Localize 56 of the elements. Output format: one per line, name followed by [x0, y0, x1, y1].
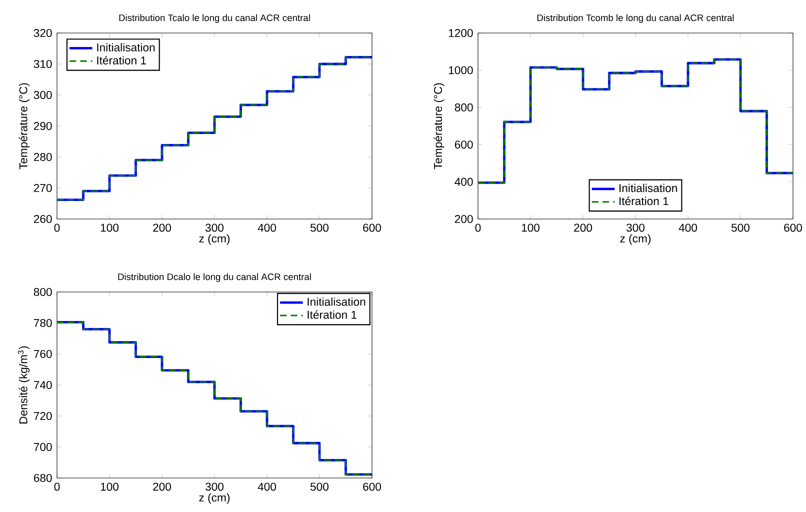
x-tick-label: 100	[100, 224, 119, 232]
y-tick-label: 320	[34, 29, 52, 38]
x-axis-title: z (cm)	[199, 234, 230, 245]
x-tick-label: 0	[54, 482, 60, 491]
x-tick-label: 500	[310, 224, 328, 232]
y-tick-label: 720	[34, 412, 52, 420]
y-tick-label: 260	[34, 215, 52, 224]
y-tick-label: 280	[34, 153, 52, 162]
x-tick-label: 300	[626, 224, 645, 232]
x-tick-label: 200	[153, 224, 172, 232]
y-tick-label: 310	[34, 60, 52, 68]
x-axis-title: z (cm)	[620, 234, 651, 245]
y-tick-label: 700	[34, 442, 52, 452]
x-tick-label: 100	[522, 224, 540, 232]
x-tick-label: 300	[205, 482, 224, 491]
x-tick-label: 400	[678, 224, 697, 232]
x-axis-title: z (cm)	[199, 493, 230, 504]
x-tick-label: 0	[475, 224, 481, 232]
x-tick-label: 500	[310, 482, 328, 491]
x-tick-label: 0	[54, 224, 60, 232]
y-tick-label: 760	[34, 350, 52, 358]
y-tick-label: 600	[454, 140, 473, 149]
x-tick-label: 500	[732, 224, 750, 232]
y-tick-label: 400	[454, 178, 473, 186]
y-tick-label: 800	[454, 103, 473, 112]
chart-title: Distribution Tcalo le long du canal ACR central	[119, 14, 310, 23]
x-tick-label: 400	[258, 224, 276, 232]
y-tick-label: 200	[454, 215, 473, 224]
x-tick-label: 100	[100, 482, 119, 491]
x-tick-label: 600	[363, 224, 381, 232]
legend-label: Initialisation	[308, 297, 366, 306]
x-tick-label: 300	[205, 224, 224, 232]
legend-label: Initialisation	[620, 184, 677, 192]
y-tick-label: 300	[34, 91, 52, 100]
y-axis-title: Température (°C)	[434, 83, 444, 170]
legend-label: Itération 1	[620, 196, 668, 206]
y-tick-label: 290	[34, 122, 52, 130]
y-tick-label: 800	[34, 288, 52, 296]
y-tick-label: 740	[34, 380, 52, 390]
x-tick-label: 400	[258, 482, 276, 491]
x-tick-label: 600	[363, 482, 381, 491]
y-axis-title: Température (°C)	[18, 83, 30, 170]
legend-label: Itération 1	[308, 310, 357, 319]
chart-title: Distribution Tcomb le long du canal ACR central	[537, 14, 734, 23]
y-tick-label: 1000	[448, 66, 473, 74]
y-tick-label: 780	[34, 319, 52, 328]
legend-label: Itération 1	[97, 56, 146, 64]
y-tick-label: 680	[34, 474, 52, 482]
y-tick-label: 1200	[448, 29, 473, 38]
x-tick-label: 200	[574, 224, 592, 232]
y-tick-label: 270	[34, 184, 52, 192]
x-tick-label: 600	[784, 224, 802, 232]
y-axis-title: Densité (kg/m$^{3}$)	[18, 346, 30, 424]
x-tick-label: 200	[153, 482, 172, 491]
chart-title: Distribution Dcalo le long du canal ACR central	[118, 273, 311, 282]
legend-label: Initialisation	[97, 43, 155, 52]
